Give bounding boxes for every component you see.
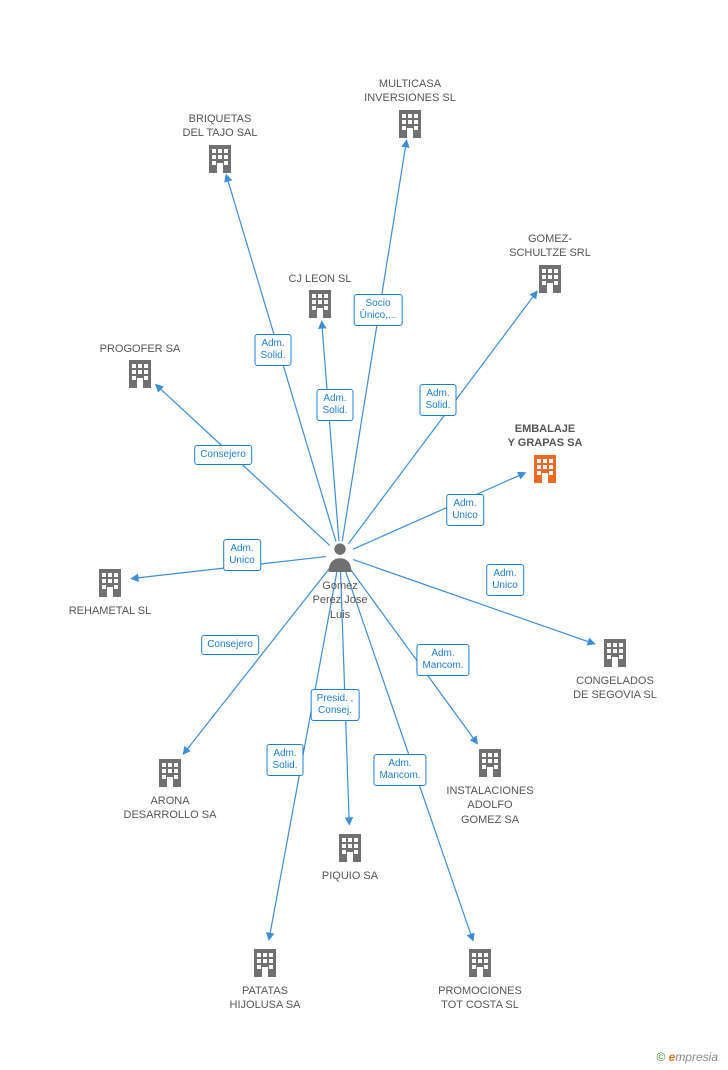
- edge-label: Socio Único,...: [354, 294, 403, 326]
- edge-label: Adm. Unico: [446, 494, 484, 526]
- edge-label: Consejero: [201, 635, 259, 655]
- edge-label: Adm. Mancom.: [373, 754, 426, 786]
- edge-label: Consejero: [194, 445, 252, 465]
- center-person-node: Gomez Perez Jose Luis: [280, 540, 400, 622]
- edge-label: Adm. Solid.: [316, 389, 353, 421]
- building-icon: [599, 635, 631, 667]
- company-label: CONGELADOS DE SEGOVIA SL: [555, 674, 675, 703]
- building-icon: [474, 745, 506, 777]
- company-label: PROMOCIONES TOT COSTA SL: [420, 984, 540, 1013]
- copyright-symbol: ©: [656, 1050, 665, 1064]
- company-node: PATATAS HIJOLUSA SA: [205, 945, 325, 1013]
- edge-label: Adm. Unico: [223, 539, 261, 571]
- company-node: BRIQUETAS DEL TAJO SAL: [160, 110, 280, 178]
- building-icon: [154, 755, 186, 787]
- brand-rest: mpresia: [675, 1050, 718, 1064]
- building-icon: [124, 356, 156, 388]
- building-icon: [94, 565, 126, 597]
- company-label: MULTICASA INVERSIONES SL: [350, 77, 470, 106]
- edge-line: [342, 141, 406, 541]
- company-label: CJ LEON SL: [260, 272, 380, 286]
- edge-label: Presid. , Consej.: [311, 689, 360, 721]
- company-label: REHAMETAL SL: [50, 604, 170, 618]
- company-node: MULTICASA INVERSIONES SL: [350, 75, 470, 143]
- building-icon: [534, 261, 566, 293]
- company-node: GOMEZ- SCHULTZE SRL: [490, 230, 610, 298]
- edge-line: [322, 322, 339, 541]
- company-node: REHAMETAL SL: [50, 565, 170, 618]
- building-icon: [529, 451, 561, 483]
- person-icon: [326, 540, 354, 572]
- copyright-footer: © empresia: [656, 1050, 718, 1064]
- center-person-label: Gomez Perez Jose Luis: [280, 579, 400, 622]
- company-label: BRIQUETAS DEL TAJO SAL: [160, 112, 280, 141]
- company-node: ARONA DESARROLLO SA: [110, 755, 230, 823]
- edge-label: Adm. Solid.: [254, 334, 291, 366]
- company-label: PATATAS HIJOLUSA SA: [205, 984, 325, 1013]
- building-icon: [394, 106, 426, 138]
- company-label: EMBALAJE Y GRAPAS SA: [485, 422, 605, 451]
- company-label: ARONA DESARROLLO SA: [110, 794, 230, 823]
- building-icon: [334, 830, 366, 862]
- building-icon: [249, 945, 281, 977]
- company-label: PIQUIO SA: [290, 869, 410, 883]
- company-node: EMBALAJE Y GRAPAS SA: [485, 420, 605, 488]
- building-icon: [464, 945, 496, 977]
- edge-label: Adm. Unico: [486, 564, 524, 596]
- edge-label: Adm. Mancom.: [416, 644, 469, 676]
- edge-label: Adm. Solid.: [419, 384, 456, 416]
- building-icon: [304, 286, 336, 318]
- edge-line: [156, 385, 330, 546]
- diagram-canvas: [0, 0, 728, 1070]
- building-icon: [204, 141, 236, 173]
- company-label: GOMEZ- SCHULTZE SRL: [490, 232, 610, 261]
- company-node: CONGELADOS DE SEGOVIA SL: [555, 635, 675, 703]
- company-node: INSTALACIONES ADOLFO GOMEZ SA: [430, 745, 550, 827]
- company-node: PROGOFER SA: [80, 340, 200, 393]
- company-node: PIQUIO SA: [290, 830, 410, 883]
- edge-label: Adm. Solid.: [266, 744, 303, 776]
- company-node: PROMOCIONES TOT COSTA SL: [420, 945, 540, 1013]
- company-label: PROGOFER SA: [80, 342, 200, 356]
- company-label: INSTALACIONES ADOLFO GOMEZ SA: [430, 784, 550, 827]
